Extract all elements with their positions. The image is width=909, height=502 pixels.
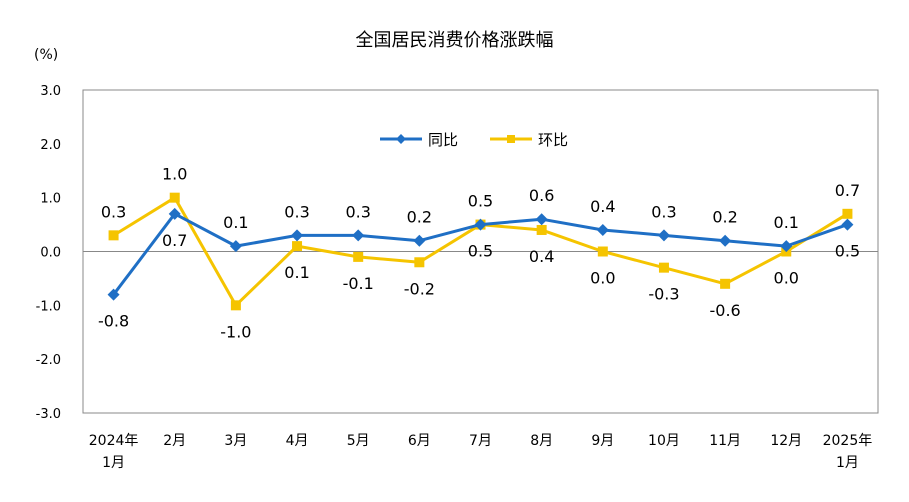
data-point-0	[291, 229, 304, 242]
data-label-1: -0.1	[343, 274, 374, 293]
x-tick-label: 10月	[648, 433, 680, 449]
data-label-0: -0.8	[98, 312, 129, 331]
x-tick-label: 2月	[163, 433, 186, 449]
data-label-0: 0.2	[712, 208, 737, 227]
data-point-1	[414, 257, 425, 268]
data-point-1	[353, 251, 364, 262]
data-point-0	[780, 240, 793, 253]
y-tick-label: -3.0	[36, 407, 61, 422]
y-tick-label: -1.0	[36, 299, 61, 314]
data-label-0: 0.2	[407, 208, 432, 227]
data-point-1	[720, 278, 731, 289]
y-tick-label: -2.0	[36, 353, 61, 368]
data-label-1: 0.3	[101, 202, 126, 221]
data-label-1: -0.2	[404, 279, 435, 298]
data-point-1	[597, 246, 608, 257]
data-point-0	[719, 234, 732, 247]
data-point-0	[841, 218, 854, 231]
y-tick-label: 0.0	[40, 246, 61, 261]
legend-label-1: 环比	[538, 131, 568, 149]
x-tick-label: 2024年	[89, 433, 139, 449]
data-point-0	[535, 213, 548, 226]
data-label-1: -0.3	[648, 285, 679, 304]
legend-square-icon	[507, 135, 515, 143]
data-point-1	[292, 241, 303, 252]
chart-title: 全国居民消费价格涨跌幅	[355, 30, 554, 51]
data-label-1: 0.0	[590, 269, 615, 288]
legend-label-0: 同比	[428, 131, 458, 149]
data-label-0: 0.3	[345, 202, 370, 221]
data-label-0: 0.6	[529, 186, 554, 205]
x-tick-label: 8月	[530, 433, 553, 449]
x-tick-label: 5月	[347, 433, 370, 449]
data-label-1: 0.4	[529, 247, 554, 266]
data-label-0: 0.3	[284, 202, 309, 221]
data-point-1	[536, 224, 547, 235]
x-tick-label: 4月	[286, 433, 309, 449]
data-label-1: 0.0	[774, 269, 799, 288]
data-label-0: 0.7	[162, 231, 187, 250]
y-axis-unit: (%)	[34, 47, 59, 63]
y-tick-label: 3.0	[40, 84, 61, 99]
data-point-0	[474, 218, 487, 231]
x-tick-label: 11月	[709, 433, 741, 449]
x-tick-label: 7月	[469, 433, 492, 449]
data-label-1: -0.6	[710, 301, 741, 320]
x-tick-label: 12月	[770, 433, 802, 449]
data-point-0	[413, 234, 426, 247]
data-label-1: 0.1	[284, 263, 309, 282]
data-point-1	[169, 192, 180, 203]
data-label-0: 0.1	[774, 213, 799, 232]
x-tick-label: 2025年	[823, 433, 873, 449]
data-point-0	[168, 207, 181, 220]
data-point-0	[596, 223, 609, 236]
x-tick-label: 3月	[224, 433, 247, 449]
data-point-1	[842, 208, 853, 219]
x-tick-label: 1月	[102, 455, 125, 471]
x-tick-label: 1月	[836, 455, 859, 471]
data-label-0: 0.5	[468, 192, 493, 211]
data-label-0: 0.3	[651, 202, 676, 221]
x-tick-label: 6月	[408, 433, 431, 449]
data-label-0: 0.1	[223, 213, 248, 232]
data-label-1: 0.5	[468, 242, 493, 261]
data-label-1: -1.0	[220, 322, 251, 341]
data-point-1	[108, 230, 119, 241]
data-point-0	[657, 229, 670, 242]
x-tick-label: 9月	[591, 433, 614, 449]
data-label-1: 1.0	[162, 165, 187, 184]
y-tick-label: 1.0	[40, 192, 61, 207]
data-point-1	[658, 262, 669, 273]
data-label-1: 0.7	[835, 181, 860, 200]
data-label-0: 0.4	[590, 197, 615, 216]
data-point-1	[230, 300, 241, 311]
y-tick-label: 2.0	[40, 138, 61, 153]
data-label-0: 0.5	[835, 242, 860, 261]
data-point-0	[107, 288, 120, 301]
data-point-0	[229, 240, 242, 253]
legend-diamond-icon	[396, 134, 406, 144]
data-point-0	[352, 229, 365, 242]
